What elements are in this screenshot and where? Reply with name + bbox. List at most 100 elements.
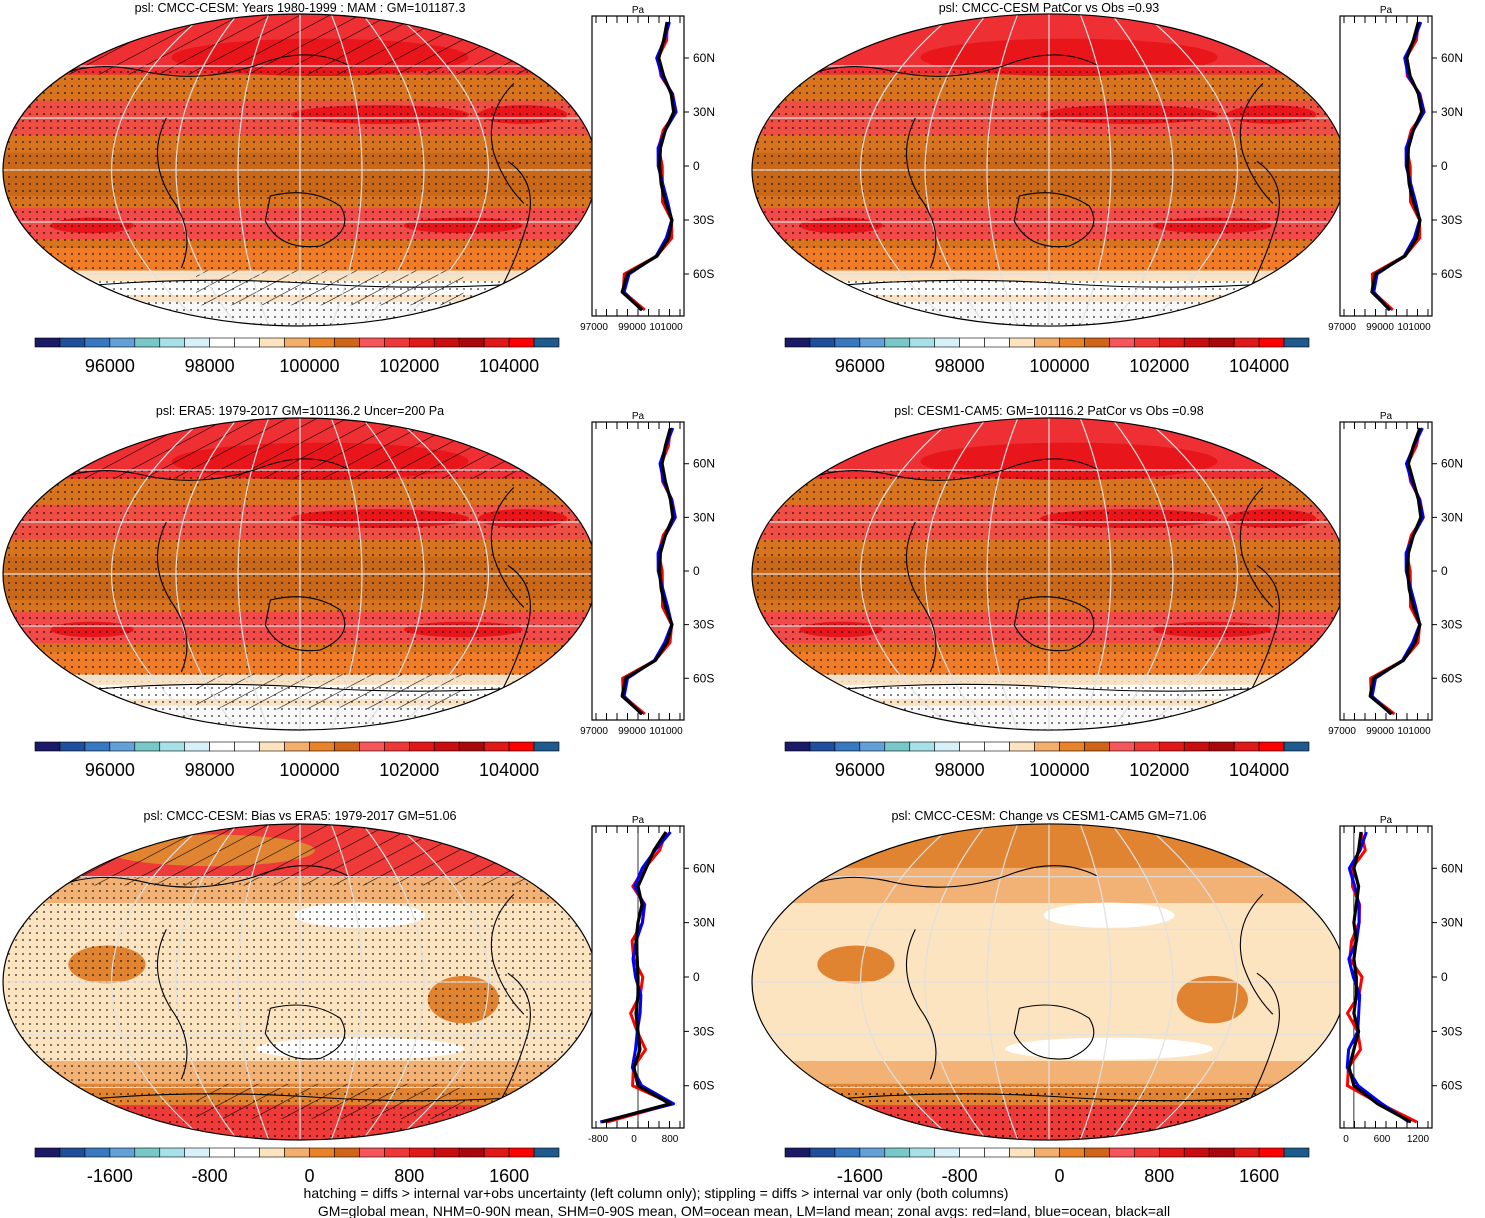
zonal-x-tick-label: 800 — [662, 1134, 679, 1145]
zonal-x-tick-label: 101000 — [1397, 726, 1431, 737]
colorbar-label: 102000 — [379, 356, 439, 376]
colorbar-label: 800 — [1144, 1166, 1174, 1186]
panel-title: psl: CMCC-CESM: Years 1980-1999 : MAM : … — [135, 1, 466, 15]
coastline — [1239, 893, 1274, 1015]
colorbar-swatch — [1084, 741, 1110, 752]
colorbar-swatch — [234, 337, 260, 348]
colorbar-swatch — [508, 741, 535, 752]
zonal-lat-tick-label: 60S — [693, 671, 714, 685]
colorbar-swatch — [1084, 1147, 1110, 1158]
zonal-x-tick-label: 101000 — [649, 322, 683, 333]
panel-title: psl: CMCC-CESM: Bias vs ERA5: 1979-2017 … — [144, 809, 457, 823]
colorbar-label: 102000 — [1129, 760, 1189, 780]
coastline — [811, 1092, 1313, 1102]
colorbar-swatch — [809, 1147, 836, 1158]
coastline — [157, 929, 188, 1080]
colorbar-swatch — [533, 337, 560, 348]
colorbar-swatch — [184, 1147, 210, 1158]
colorbar-swatch — [408, 1147, 435, 1158]
zonal-plot-frame — [1339, 421, 1433, 721]
colorbar-label: 96000 — [85, 356, 135, 376]
colorbar-swatch — [784, 337, 811, 348]
colorbar-swatch — [34, 337, 61, 348]
zonal-lat-tick-label: 0 — [693, 564, 700, 578]
colorbar-swatch — [184, 337, 210, 348]
meridian-line — [361, 14, 425, 326]
meridian-line — [860, 417, 955, 731]
coastline — [492, 564, 531, 706]
colorbar-swatch — [1208, 741, 1235, 752]
colorbar-swatch — [234, 741, 260, 752]
colorbar-label: 96000 — [835, 356, 885, 376]
zonal-mean-plot: Pa 97000 99000 101000 60N 30N 0 30S 60S — [1328, 5, 1463, 333]
colorbar-swatch — [159, 337, 186, 348]
colorbar-swatch — [259, 741, 285, 752]
zonal-mean-plot: Pa 0 600 1200 60N 30N 0 30S 60S — [1339, 815, 1463, 1145]
colorbar-swatch — [309, 1147, 335, 1158]
coastline — [1241, 160, 1280, 302]
colorbar-label: 1600 — [489, 1166, 529, 1186]
colorbar-swatch — [884, 741, 911, 752]
map-field — [3, 418, 597, 730]
coastline — [264, 1004, 346, 1060]
meridian-line — [237, 824, 270, 1140]
coastline — [1241, 972, 1280, 1114]
coastline — [1239, 82, 1274, 204]
colorbar-swatch — [1158, 337, 1185, 348]
colorbar-swatch — [59, 1147, 86, 1158]
coastline — [796, 54, 1097, 81]
meridian-line — [1110, 823, 1174, 1141]
colorbar-swatch — [533, 1147, 560, 1158]
zonal-lat-tick-label: 60N — [693, 457, 715, 471]
colorbar-swatch — [1283, 1147, 1310, 1158]
colorbar-swatch — [1034, 337, 1060, 348]
colorbar-swatch — [834, 741, 861, 752]
meridian-line — [924, 13, 988, 327]
colorbar-swatch — [909, 741, 936, 752]
colorbar-swatch — [483, 337, 510, 348]
colorbar-swatch — [209, 1147, 235, 1158]
colorbar-label: -1600 — [837, 1166, 883, 1186]
colorbar-swatch — [433, 741, 460, 752]
colorbar-swatch — [809, 337, 836, 348]
colorbar-swatch — [508, 337, 535, 348]
colorbar-swatch — [784, 1147, 811, 1158]
coastline — [62, 683, 564, 693]
colorbar-swatch — [1208, 337, 1235, 348]
panel-title: psl: CESM1-CAM5: GM=101116.2 PatCor vs O… — [894, 404, 1203, 418]
meridian-line — [361, 824, 425, 1140]
colorbar-swatch — [859, 337, 886, 348]
colorbar-swatch — [1059, 337, 1085, 348]
colorbar-swatch — [834, 337, 861, 348]
zonal-lat-tick-label: 60N — [693, 861, 715, 875]
coastline — [796, 458, 1097, 485]
map-panel-p1: psl: CMCC-CESM: Years 1980-1999 : MAM : … — [2, 1, 715, 333]
colorbar-swatch — [433, 337, 460, 348]
meridian-line — [175, 824, 239, 1140]
zonal-units-label: Pa — [1380, 411, 1393, 422]
colorbar-swatch — [1134, 741, 1160, 752]
colorbar-swatch — [1109, 337, 1135, 348]
colorbar-swatch — [433, 1147, 460, 1158]
colorbar-label: 98000 — [935, 356, 985, 376]
zonal-lat-tick-label: 60S — [693, 267, 714, 281]
colorbar-swatch — [1059, 741, 1085, 752]
colorbar-swatch — [359, 1147, 385, 1158]
zonal-x-tick-label: 97000 — [580, 726, 608, 737]
coastline — [1013, 192, 1095, 248]
zonal-plot-frame — [1339, 15, 1433, 317]
zonal-mean-plot: Pa 97000 99000 101000 60N 30N 0 30S 60S — [580, 411, 715, 737]
zonal-all-line — [1370, 21, 1424, 312]
meridian-line — [175, 418, 239, 730]
colorbar-swatch — [959, 337, 985, 348]
coastline — [811, 279, 1313, 289]
colorbar: 96000 98000 100000 102000 104000 — [34, 741, 560, 780]
meridian-line — [986, 417, 1019, 731]
coastline — [1239, 486, 1274, 608]
map-field — [3, 824, 597, 1140]
colorbar-swatch — [934, 741, 960, 752]
meridian-line — [986, 13, 1019, 327]
zonal-lat-tick-label: 60N — [1441, 51, 1463, 65]
colorbar-swatch — [309, 337, 335, 348]
